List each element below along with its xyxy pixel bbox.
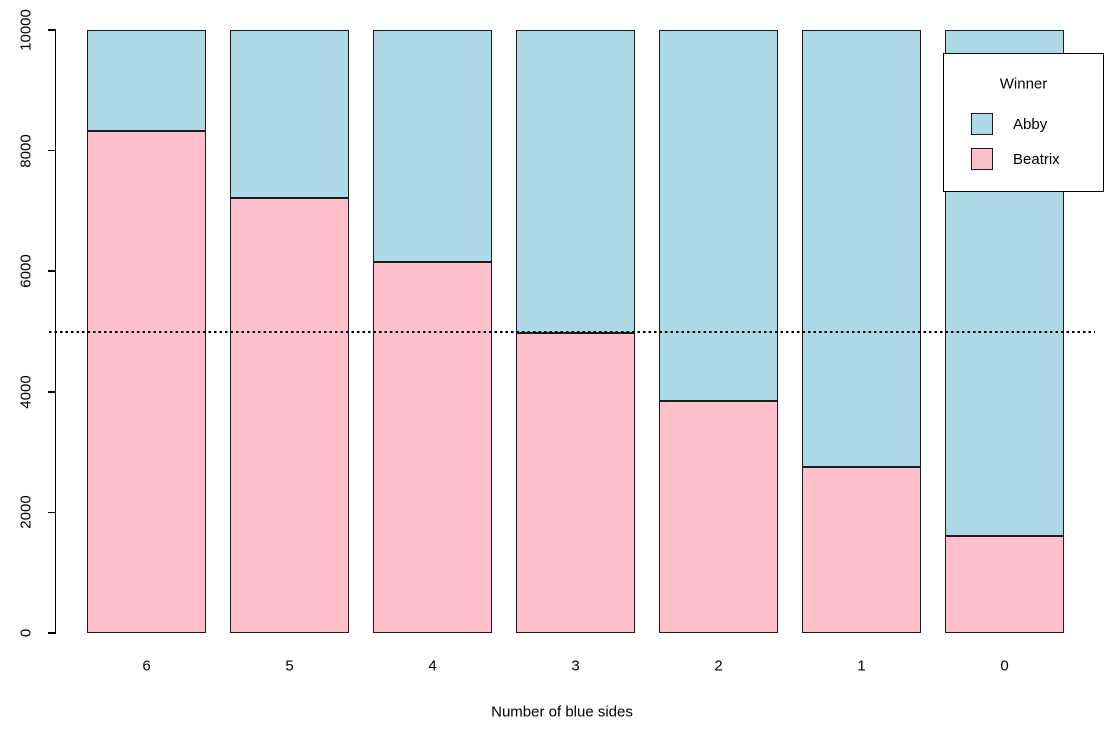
x-tick-label: 0 [1000,657,1009,675]
x-tick-label: 3 [571,657,580,675]
x-tick-label: 6 [142,657,151,675]
bar-segment-beatrix [802,467,921,633]
bar-segment-abby [373,30,492,263]
x-tick-label: 5 [285,657,294,675]
y-tick [48,149,56,152]
y-tick [48,511,56,514]
legend-entry-beatrix: Beatrix [971,148,1060,170]
x-axis-title: Number of blue sides [491,703,633,721]
bar-segment-beatrix [87,131,206,633]
y-tick-label: 10000 [17,9,35,51]
y-tick-label: 8000 [17,133,35,168]
y-tick-label: 0 [17,628,35,638]
legend-label-beatrix: Beatrix [1013,150,1060,168]
bar-segment-beatrix [945,535,1064,633]
x-tick-label: 1 [857,657,866,675]
x-tick-label: 4 [428,657,437,675]
bar-segment-abby [659,30,778,401]
legend-swatch-beatrix [971,148,993,170]
legend-label-abby: Abby [1013,115,1048,133]
y-tick-label: 6000 [17,254,35,288]
y-tick-label: 2000 [17,495,35,530]
y-tick [48,632,56,634]
bar-segment-beatrix [230,198,349,633]
legend: Winner Abby Beatrix [943,53,1104,192]
bar-segment-beatrix [373,262,492,633]
y-tick [48,29,56,31]
bar-segment-beatrix [659,400,778,633]
bar-segment-beatrix [516,333,635,633]
y-tick-label: 4000 [17,375,35,409]
y-tick [48,270,56,272]
legend-title: Winner [999,75,1048,93]
legend-entry-abby: Abby [971,113,1047,135]
legend-swatch-abby [971,113,993,135]
y-tick [48,391,56,393]
bar-segment-abby [802,30,921,468]
bar-segment-abby [87,30,206,132]
x-tick-label: 2 [714,657,723,675]
bar-segment-abby [516,30,635,334]
bar-segment-abby [230,30,349,199]
reference-line [49,330,1095,333]
